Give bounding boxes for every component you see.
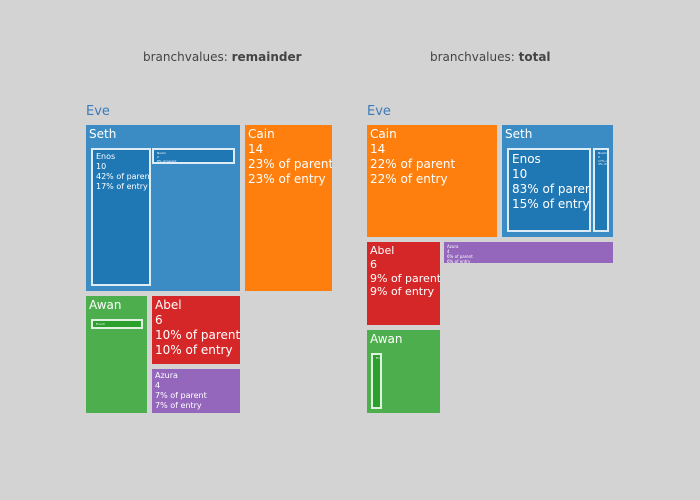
tile-text: 22% of entry bbox=[370, 172, 448, 186]
tile-label: Noam bbox=[598, 151, 607, 155]
tile-label: Seth bbox=[89, 127, 117, 141]
treemap-tile-enoch[interactable]: Enoch bbox=[91, 319, 143, 329]
tile-label: Azura bbox=[447, 244, 459, 249]
tile-text: 10% of entry bbox=[155, 343, 233, 357]
tile-text: 14 bbox=[370, 142, 386, 156]
tile-text: 15% of entry bbox=[512, 197, 590, 211]
treemap-tile-abel[interactable]: Abel 6 10% of parent 10% of entry bbox=[152, 296, 240, 364]
tile-label: Seth bbox=[505, 127, 533, 141]
tile-text: 10 bbox=[512, 167, 528, 181]
treemap-tile-abel[interactable]: Abel 6 9% of parent 9% of entry bbox=[367, 242, 440, 325]
tile-label: Noam bbox=[157, 151, 166, 155]
tile-label: Enoch bbox=[376, 356, 382, 360]
tile-text: 7% of parent bbox=[155, 391, 207, 400]
tile-label: Enos bbox=[96, 152, 116, 161]
treemap-tile-cain[interactable]: Cain 14 22% of parent 22% of entry bbox=[367, 125, 497, 237]
tile-text: 6% of parent bbox=[447, 254, 473, 259]
tile-text: 3% of entry bbox=[157, 163, 230, 164]
tile-text: 6 bbox=[155, 313, 163, 327]
tile-text: 3% of entry bbox=[598, 162, 607, 167]
tile-text: 4 bbox=[155, 381, 161, 390]
tile-text: 9% of parent bbox=[370, 271, 440, 285]
tile-text: 8% of parent bbox=[157, 158, 177, 163]
treemap-tile-enoch[interactable]: Enoch bbox=[371, 353, 382, 409]
tile-label: Enos bbox=[512, 152, 541, 166]
tile-text: 23% of entry bbox=[248, 172, 326, 186]
tile-text: 2 bbox=[157, 154, 159, 159]
tile-text: 2 bbox=[598, 154, 600, 159]
tile-text: 9% of entry bbox=[370, 285, 435, 299]
title-value: remainder bbox=[231, 50, 302, 64]
treemap-tile-cain[interactable]: Cain 14 23% of parent 23% of entry bbox=[245, 125, 332, 291]
tile-label: Awan bbox=[89, 298, 122, 312]
tile-text: 42% of parent bbox=[96, 172, 151, 181]
tile-label: Enoch bbox=[96, 322, 106, 326]
treemap-tile-enos[interactable]: Enos 10 83% of parent 15% of entry bbox=[507, 148, 591, 232]
title-prefix: branchvalues: bbox=[143, 50, 232, 64]
tile-text: 4 bbox=[447, 249, 450, 254]
tile-label: Cain bbox=[248, 127, 275, 141]
tile-text: 7% of entry bbox=[155, 401, 202, 410]
treemap-tile-awan[interactable]: Awan bbox=[86, 296, 147, 413]
root-pathbar-label[interactable]: Eve bbox=[367, 104, 391, 119]
treemap-tile-enos[interactable]: Enos 10 42% of parent 17% of entry bbox=[91, 148, 151, 286]
tile-label: Abel bbox=[155, 298, 182, 312]
chart-title-remainder: branchvalues: remainder bbox=[143, 50, 302, 64]
tile-text: 83% of parent bbox=[512, 182, 591, 196]
treemap-tile-azura[interactable]: Azura 4 7% of parent 7% of entry bbox=[152, 369, 240, 413]
tile-text: 23% of parent bbox=[248, 157, 332, 171]
tile-text: 17% of parent bbox=[598, 158, 609, 163]
tile-text: 6 bbox=[370, 257, 377, 271]
tile-text: 22% of parent bbox=[370, 157, 456, 171]
title-value: total bbox=[518, 50, 551, 64]
title-prefix: branchvalues: bbox=[430, 50, 519, 64]
tile-label: Cain bbox=[370, 127, 397, 141]
tile-text: 14 bbox=[248, 142, 264, 156]
tile-label: Azura bbox=[155, 371, 178, 380]
treemap-tile-azura[interactable]: Azura 4 6% of parent 6% of entry bbox=[444, 242, 613, 263]
tile-text: 17% of entry bbox=[96, 182, 148, 191]
tile-text: 10 bbox=[96, 162, 107, 171]
tile-label: Abel bbox=[370, 244, 395, 257]
root-pathbar-label[interactable]: Eve bbox=[86, 104, 110, 119]
tile-label: Awan bbox=[370, 332, 403, 346]
chart-title-total: branchvalues: total bbox=[430, 50, 551, 64]
tile-text: 10% of parent bbox=[155, 328, 240, 342]
tile-text: 6% of entry bbox=[447, 259, 471, 263]
